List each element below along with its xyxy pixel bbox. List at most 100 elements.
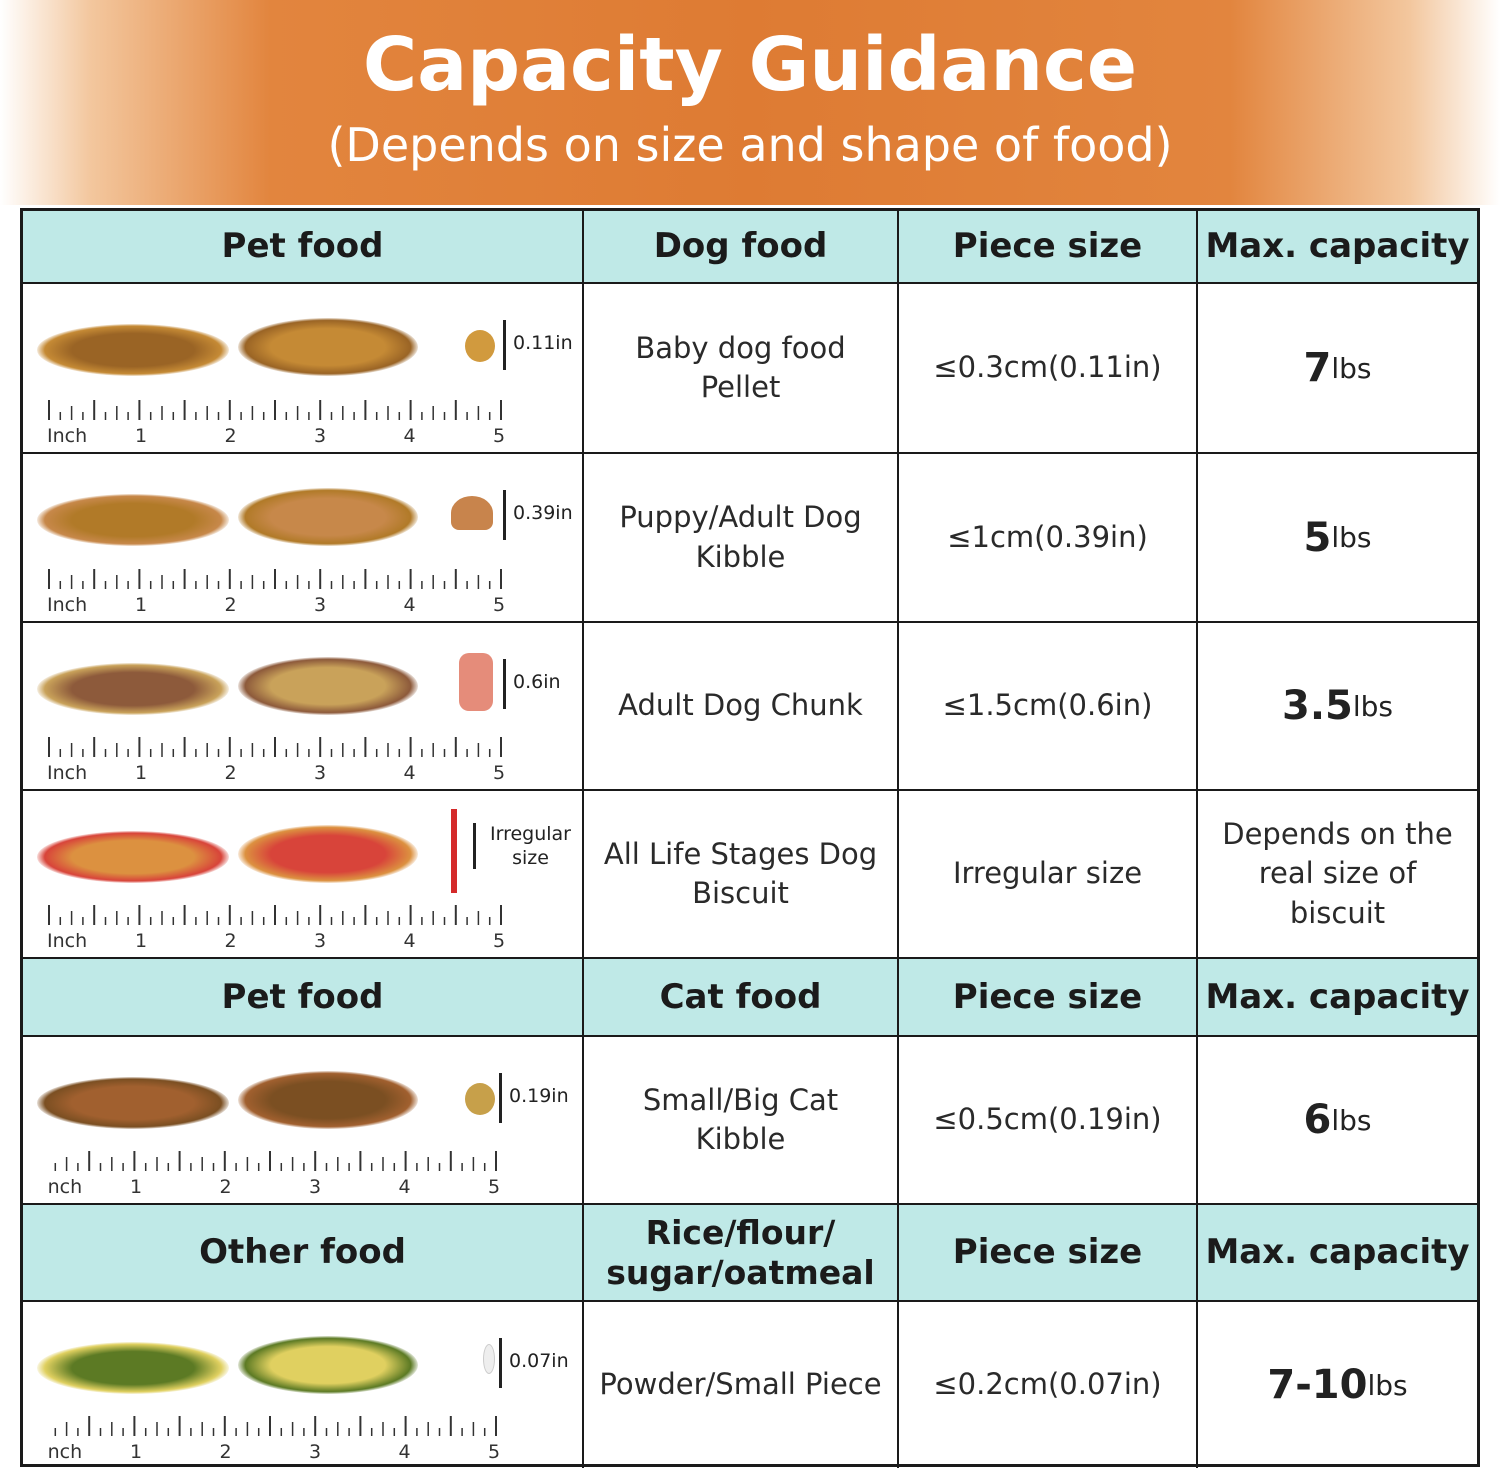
ruler-icon: Inch 1 2 3 4 5 bbox=[47, 737, 505, 784]
ruler-label: 4 bbox=[399, 1441, 411, 1463]
ruler-label: Inch bbox=[47, 425, 87, 447]
ruler-label: 3 bbox=[309, 1176, 321, 1198]
ruler-label: Inch bbox=[47, 594, 87, 616]
food-pile-image bbox=[37, 324, 229, 376]
ruler-label: 5 bbox=[493, 594, 505, 616]
capacity-unit: lbs bbox=[1331, 351, 1372, 385]
measure-label: 0.11in bbox=[513, 332, 573, 354]
max-capacity-cell: 7 lbs bbox=[1198, 284, 1477, 452]
title-banner: Capacity Guidance (Depends on size and s… bbox=[0, 0, 1500, 205]
piece-size-cell: ≤1cm(0.39in) bbox=[899, 454, 1198, 621]
measure-bracket-icon bbox=[499, 1338, 502, 1388]
header-cell: Max. capacity bbox=[1205, 1232, 1470, 1273]
ruler-label: 1 bbox=[135, 930, 147, 952]
capacity-text: Depends on the real size of biscuit bbox=[1222, 817, 1453, 930]
food-piece-image bbox=[465, 330, 495, 362]
ruler-label: 1 bbox=[135, 594, 147, 616]
food-image-cell: 0.07in Inch 1 2 3 4 5 bbox=[23, 1302, 584, 1468]
food-pile-image bbox=[37, 1342, 229, 1394]
food-type-cell: Small/Big Cat Kibble bbox=[584, 1037, 899, 1203]
piece-size-cell: ≤1.5cm(0.6in) bbox=[899, 623, 1198, 789]
header-cell: Piece size bbox=[899, 211, 1198, 282]
capacity-value: 7 bbox=[1303, 345, 1332, 391]
food-pile-image bbox=[238, 318, 418, 376]
header-cell: Rice/flour/ sugar/oatmeal bbox=[584, 1205, 899, 1300]
header-cell: Piece size bbox=[899, 1205, 1198, 1300]
ruler-icon: Inch 1 2 3 4 5 bbox=[47, 905, 505, 952]
table-row: 0.11in Inch 1 2 3 4 5 Baby dog food Pellet ≤0.3c… bbox=[23, 284, 1477, 454]
food-image-cell: 0.6in Inch 1 2 3 4 5 bbox=[23, 623, 584, 789]
ruler-label: Inch bbox=[47, 1176, 82, 1198]
measure-bracket-icon bbox=[503, 659, 506, 709]
food-type-cell: All Life Stages Dog Biscuit bbox=[584, 791, 899, 957]
ruler-label: 3 bbox=[314, 930, 326, 952]
ruler-label: 3 bbox=[314, 594, 326, 616]
header-cell: Max. capacity bbox=[1205, 976, 1470, 1017]
ruler-label: Inch bbox=[47, 1441, 82, 1463]
max-capacity-cell: 5 lbs bbox=[1198, 454, 1477, 621]
measure-bracket-icon bbox=[503, 490, 506, 540]
ruler-label: 2 bbox=[225, 930, 237, 952]
capacity-unit: lbs bbox=[1367, 1368, 1408, 1402]
page-subtitle: (Depends on size and shape of food) bbox=[327, 118, 1173, 172]
food-pile-image bbox=[238, 1071, 418, 1129]
measure-label: 0.07in bbox=[509, 1350, 569, 1372]
measure-bracket-icon bbox=[473, 823, 476, 869]
piece-size-cell: ≤0.2cm(0.07in) bbox=[899, 1302, 1198, 1468]
piece-size-cell: ≤0.3cm(0.11in) bbox=[899, 284, 1198, 452]
capacity-value: 7-10 bbox=[1267, 1362, 1368, 1408]
ruler-label: Inch bbox=[47, 762, 87, 784]
ruler-label: 2 bbox=[225, 594, 237, 616]
ruler-label: 1 bbox=[135, 425, 147, 447]
ruler-label: 4 bbox=[404, 425, 416, 447]
ruler-label: 4 bbox=[404, 594, 416, 616]
ruler-label: 2 bbox=[225, 762, 237, 784]
ruler-label: 3 bbox=[314, 762, 326, 784]
capacity-table: Pet food Dog food Piece size Max. capacity 0… bbox=[20, 208, 1480, 1468]
max-capacity-cell: 3.5 lbs bbox=[1198, 623, 1477, 789]
ruler-label: 5 bbox=[488, 1176, 500, 1198]
measure-bracket-icon bbox=[499, 1073, 502, 1123]
food-image-cell: Irregular size Inch 1 2 3 4 5 bbox=[23, 791, 584, 957]
food-piece-image bbox=[451, 496, 493, 530]
food-piece-image bbox=[459, 653, 493, 711]
capacity-value: 5 bbox=[1303, 514, 1332, 561]
ruler-label: 5 bbox=[493, 425, 505, 447]
max-capacity-cell: Depends on the real size of biscuit bbox=[1198, 791, 1477, 957]
measure-bracket-icon bbox=[503, 320, 506, 370]
ruler-label: 4 bbox=[404, 930, 416, 952]
food-type-cell: Puppy/Adult Dog Kibble bbox=[584, 454, 899, 621]
food-pile-image bbox=[238, 488, 418, 546]
max-capacity-cell: 7-10 lbs bbox=[1198, 1302, 1477, 1468]
food-image-cell: 0.39in Inch 1 2 3 4 5 bbox=[23, 454, 584, 621]
ruler-label: 4 bbox=[399, 1176, 411, 1198]
food-piece-image bbox=[483, 1344, 495, 1374]
ruler-icon: Inch 1 2 3 4 5 bbox=[47, 569, 505, 616]
food-pile-image bbox=[37, 1077, 229, 1129]
ruler-icon: Inch 1 2 3 4 5 bbox=[47, 400, 505, 447]
header-cell: Dog food bbox=[584, 211, 899, 282]
ruler-label: 2 bbox=[220, 1176, 232, 1198]
ruler-label: 1 bbox=[130, 1176, 142, 1198]
capacity-value: 6 bbox=[1303, 1097, 1332, 1143]
measure-label: 0.6in bbox=[513, 671, 561, 693]
ruler-icon: Inch 1 2 3 4 5 bbox=[47, 1151, 500, 1198]
food-image-cell: 0.11in Inch 1 2 3 4 5 bbox=[23, 284, 584, 452]
table-row: 0.6in Inch 1 2 3 4 5 Adult Dog Chunk ≤1.5cm(0.6i… bbox=[23, 623, 1477, 791]
capacity-unit: lbs bbox=[1331, 521, 1372, 554]
table-row: 0.07in Inch 1 2 3 4 5 Powder/Small Piece≤0.2cm(… bbox=[23, 1302, 1477, 1468]
ruler-label: Inch bbox=[47, 930, 87, 952]
capacity-value: 3.5 bbox=[1282, 683, 1353, 729]
ruler-label: 1 bbox=[135, 762, 147, 784]
ruler-label: 3 bbox=[314, 425, 326, 447]
header-cell: Pet food bbox=[23, 959, 584, 1035]
ruler-icon: Inch 1 2 3 4 5 bbox=[47, 1416, 500, 1463]
page-title: Capacity Guidance bbox=[362, 22, 1138, 108]
header-cell: Piece size bbox=[899, 959, 1198, 1035]
header-cell: Max. capacity bbox=[1205, 226, 1470, 267]
table-header-row: Other food Rice/flour/ sugar/oatmeal Piece… bbox=[23, 1205, 1477, 1302]
piece-size-cell: Irregular size bbox=[899, 791, 1198, 957]
food-pile-image bbox=[238, 1336, 418, 1394]
food-pile-image bbox=[37, 663, 229, 715]
header-cell: Cat food bbox=[584, 959, 899, 1035]
